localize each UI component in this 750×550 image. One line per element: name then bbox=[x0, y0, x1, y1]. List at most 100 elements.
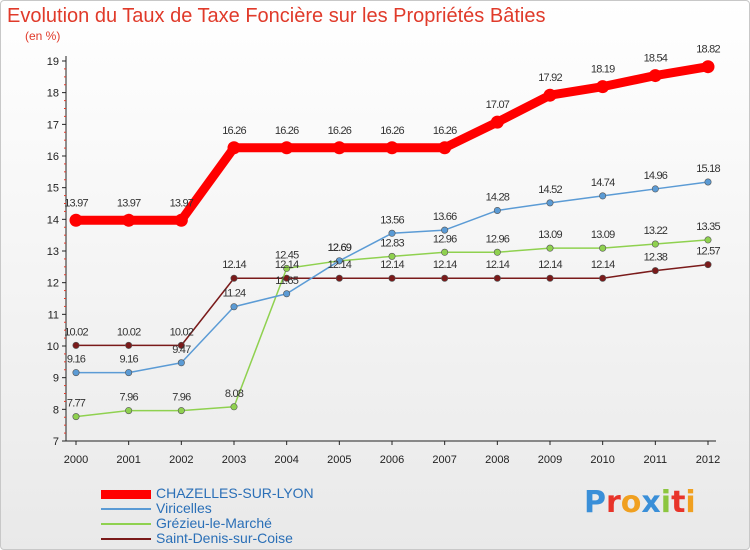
x-tick-label: 2003 bbox=[222, 454, 246, 466]
y-tick-label: 16 bbox=[47, 151, 59, 163]
data-label: 14.96 bbox=[644, 170, 668, 182]
legend-swatch bbox=[101, 508, 151, 510]
data-point bbox=[227, 141, 241, 155]
data-label: 12.14 bbox=[433, 259, 457, 271]
data-label: 12.38 bbox=[644, 252, 668, 264]
data-label: 12.14 bbox=[538, 259, 562, 271]
data-label: 14.74 bbox=[591, 177, 615, 189]
data-label: 16.26 bbox=[222, 125, 246, 137]
data-point bbox=[385, 141, 399, 155]
data-point bbox=[546, 199, 554, 207]
legend-label: Saint-Denis-sur-Coise bbox=[156, 530, 293, 546]
data-point bbox=[283, 290, 291, 298]
data-label: 13.22 bbox=[644, 225, 668, 237]
x-tick-label: 2002 bbox=[169, 454, 193, 466]
data-label: 12.14 bbox=[275, 259, 299, 271]
x-tick-label: 2000 bbox=[64, 454, 88, 466]
chart-subtitle: (en %) bbox=[25, 29, 61, 43]
data-label: 17.92 bbox=[538, 72, 562, 84]
legend-label: Grézieu-le-Marché bbox=[156, 515, 272, 531]
data-point bbox=[388, 252, 396, 260]
data-label: 12.14 bbox=[328, 259, 352, 271]
data-point bbox=[72, 341, 80, 349]
x-tick-label: 2007 bbox=[432, 454, 456, 466]
logo-letter: x bbox=[641, 485, 661, 520]
data-label: 16.26 bbox=[380, 125, 404, 137]
logo-letter: r bbox=[606, 485, 621, 520]
data-point bbox=[72, 413, 80, 421]
chart-title: Evolution du Taux de Taxe Foncière sur l… bbox=[7, 5, 546, 27]
data-point bbox=[125, 369, 133, 377]
data-label: 18.82 bbox=[696, 44, 720, 56]
data-point bbox=[599, 274, 607, 282]
data-point bbox=[490, 115, 504, 129]
data-label: 10.02 bbox=[117, 326, 141, 338]
x-tick-label: 2009 bbox=[538, 454, 562, 466]
data-label: 15.18 bbox=[696, 163, 720, 175]
data-label: 13.09 bbox=[591, 229, 615, 241]
legend-swatch bbox=[101, 523, 151, 525]
data-label: 18.19 bbox=[591, 64, 615, 76]
y-tick-label: 7 bbox=[53, 436, 59, 448]
data-label: 8.08 bbox=[225, 388, 244, 400]
data-point bbox=[651, 240, 659, 248]
y-tick-label: 13 bbox=[47, 246, 59, 258]
x-tick-label: 2012 bbox=[696, 454, 720, 466]
data-label: 13.35 bbox=[696, 221, 720, 233]
data-point bbox=[230, 303, 238, 311]
legend-swatch bbox=[101, 538, 151, 540]
data-point bbox=[388, 274, 396, 282]
data-point bbox=[174, 213, 188, 227]
data-point bbox=[441, 226, 449, 234]
data-point bbox=[283, 264, 291, 272]
data-point bbox=[493, 248, 501, 256]
data-label: 9.16 bbox=[67, 354, 86, 366]
proxiti-logo: Proxiti bbox=[584, 485, 696, 520]
data-label: 11.24 bbox=[223, 288, 246, 300]
data-point bbox=[122, 213, 136, 227]
data-label: 13.97 bbox=[117, 197, 141, 209]
y-tick-label: 12 bbox=[47, 278, 59, 290]
data-label: 12.45 bbox=[275, 249, 299, 261]
data-point bbox=[125, 407, 133, 415]
data-point bbox=[441, 274, 449, 282]
logo-letter: o bbox=[620, 485, 642, 520]
data-label: 12.14 bbox=[380, 259, 404, 271]
y-tick-label: 15 bbox=[47, 183, 59, 195]
legend-swatch bbox=[101, 489, 151, 499]
data-point bbox=[230, 274, 238, 282]
data-point bbox=[388, 229, 396, 237]
data-point bbox=[177, 341, 185, 349]
data-label: 9.16 bbox=[120, 354, 139, 366]
data-label: 13.66 bbox=[433, 211, 457, 223]
data-point bbox=[596, 80, 610, 94]
x-tick-label: 2010 bbox=[590, 454, 614, 466]
data-point bbox=[280, 141, 294, 155]
data-label: 7.77 bbox=[67, 398, 86, 410]
data-point bbox=[701, 60, 715, 74]
data-label: 17.07 bbox=[486, 99, 510, 111]
data-label: 12.69 bbox=[328, 242, 352, 254]
data-label: 13.09 bbox=[538, 229, 562, 241]
data-label: 12.57 bbox=[696, 246, 720, 258]
data-point bbox=[335, 257, 343, 265]
x-tick-label: 2011 bbox=[644, 454, 668, 466]
data-point bbox=[125, 341, 133, 349]
logo-letter: t bbox=[671, 485, 686, 520]
data-point bbox=[332, 141, 346, 155]
data-point bbox=[704, 261, 712, 269]
data-point bbox=[72, 369, 80, 377]
data-point bbox=[704, 236, 712, 244]
y-tick-label: 17 bbox=[47, 119, 59, 131]
data-point bbox=[599, 244, 607, 252]
data-label: 16.26 bbox=[275, 125, 299, 137]
data-point bbox=[230, 403, 238, 411]
data-label: 12.69 bbox=[328, 242, 352, 254]
data-point bbox=[438, 141, 452, 155]
data-label: 12.14 bbox=[486, 259, 510, 271]
data-label: 10.02 bbox=[170, 326, 194, 338]
data-label: 12.83 bbox=[380, 237, 404, 249]
y-tick-label: 10 bbox=[47, 341, 59, 353]
x-tick-label: 2008 bbox=[485, 454, 509, 466]
